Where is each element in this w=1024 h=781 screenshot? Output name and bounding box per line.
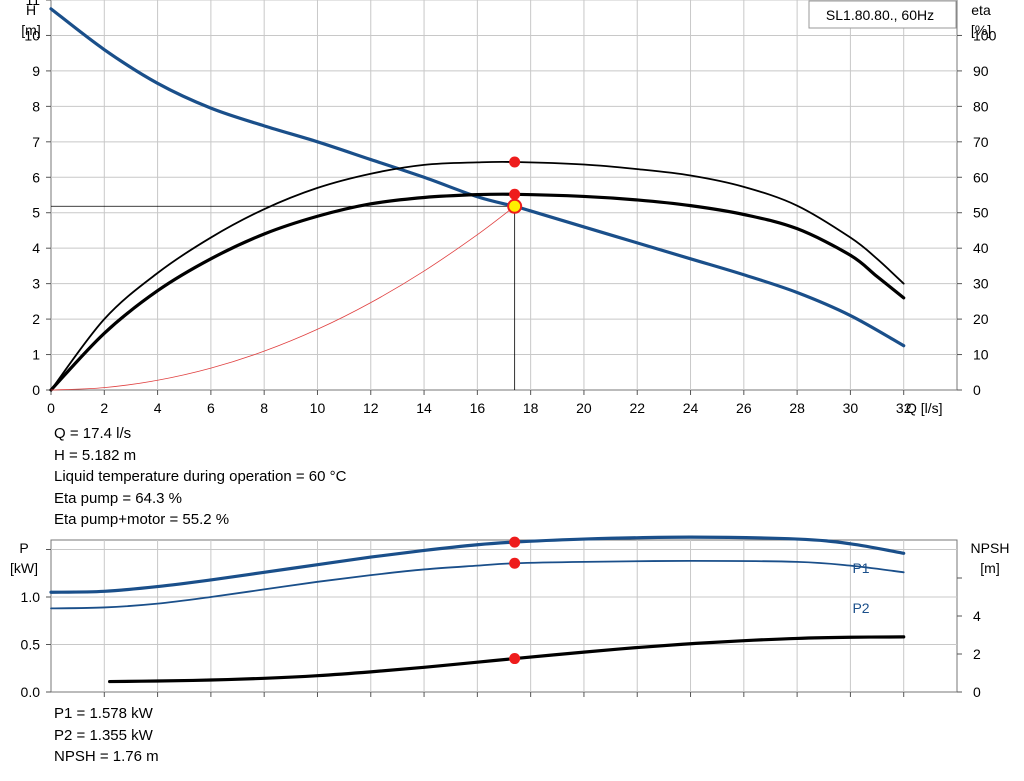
p1-series-label: P1 <box>852 560 869 576</box>
y-axis-unit-right: [%] <box>971 22 991 38</box>
p2-curve <box>50 559 905 610</box>
readout-p1: P1 = 1.578 kW <box>54 705 153 722</box>
y-tick-label-right: 10 <box>973 347 989 363</box>
y-tick-label-left: 4 <box>32 240 40 256</box>
readout-npsh: NPSH = 1.76 m <box>54 748 159 765</box>
y-tick-label-left: 8 <box>32 98 40 114</box>
y-tick-label-left: 0.5 <box>21 637 41 653</box>
readout-q: Q = 17.4 l/s <box>54 425 132 442</box>
y-tick-label-left: 1.0 <box>21 589 41 605</box>
p2-series-label: P2 <box>852 600 869 616</box>
npsh-curve <box>108 635 906 684</box>
y-tick-label-right: 30 <box>973 276 989 292</box>
y-tick-label-right: 0 <box>973 382 981 398</box>
x-tick-label: 0 <box>47 400 55 416</box>
y-tick-label-left: 2 <box>32 311 40 327</box>
operating-point-marker <box>507 198 523 214</box>
x-tick-label: 14 <box>416 400 432 416</box>
power-npsh-chart: 0.0 0.5 1.0 0 2 4 P [kW] NPSH [m] P1 P2 <box>10 535 1010 700</box>
y-axis-label-right: eta <box>971 2 991 18</box>
y-axis-label-right: NPSH <box>971 540 1010 556</box>
head-curve <box>49 7 906 348</box>
y-tick-label-right: 2 <box>973 646 981 662</box>
y-axis-label-left: H <box>26 2 36 18</box>
y-tick-label-right: 50 <box>973 205 989 221</box>
x-tick-label: 26 <box>736 400 752 416</box>
readout-h: H = 5.182 m <box>54 446 137 464</box>
x-tick-label: 32 <box>896 400 912 416</box>
operating-point-readout: Q = 17.4 l/s H = 5.182 m Liquid temperat… <box>54 423 346 531</box>
eta-pump-marker <box>509 156 521 168</box>
y-axis-unit-left: [kW] <box>10 560 38 576</box>
x-tick-label: 2 <box>100 400 108 416</box>
y-tick-label-right: 80 <box>973 98 989 114</box>
eta-pump-curve <box>50 160 905 391</box>
y-tick-label-right: 90 <box>973 63 989 79</box>
x-tick-label: 24 <box>683 400 699 416</box>
x-tick-label: 10 <box>310 400 326 416</box>
y-tick-label-right: 20 <box>973 311 989 327</box>
y-tick-label-right: 4 <box>973 608 981 624</box>
x-tick-label: 16 <box>470 400 486 416</box>
readout-liquid-temperature: Liquid temperature during operation = 60… <box>54 468 347 485</box>
x-tick-label: 6 <box>207 400 215 416</box>
y-tick-label-left: 0 <box>32 382 40 398</box>
y-tick-label-left: 11 <box>25 0 40 8</box>
y-tick-label-right: 0 <box>973 684 981 700</box>
x-tick-label: 22 <box>629 400 645 416</box>
y-tick-label-left: 0.0 <box>21 684 41 700</box>
x-tick-label: 12 <box>363 400 379 416</box>
y-tick-label-left: 6 <box>32 169 40 185</box>
title-box <box>808 0 957 29</box>
x-tick-label: 30 <box>843 400 859 416</box>
eta-total-marker <box>509 188 521 200</box>
x-tick-label: 18 <box>523 400 539 416</box>
power-readout: P1 = 1.578 kW P2 = 1.355 kW NPSH = 1.76 … <box>54 703 159 768</box>
readout-eta-pump: Eta pump = 64.3 % <box>54 489 182 507</box>
y-axis-label-left: P <box>19 540 28 556</box>
npsh-marker <box>509 653 521 665</box>
x-axis-label: Q [l/s] <box>906 400 943 416</box>
y-tick-label-left: 3 <box>32 276 40 292</box>
chart-title: SL1.80.80., 60Hz <box>826 7 934 23</box>
head-efficiency-chart: 0 2 4 6 8 10 12 14 16 18 20 22 24 26 28 30 3201234567891… <box>21 0 997 416</box>
x-tick-label: 4 <box>154 400 162 416</box>
y-tick-label-left: 9 <box>32 63 40 79</box>
y-tick-label-right: 60 <box>973 169 989 185</box>
y-axis-unit-left: [m] <box>21 22 40 38</box>
y-tick-label-right: 40 <box>973 240 989 256</box>
x-tick-label: 20 <box>576 400 592 416</box>
eta-pump-motor-curve <box>49 192 906 392</box>
p1-curve <box>49 535 906 594</box>
x-tick-label: 28 <box>789 400 805 416</box>
y-tick-label-left: 7 <box>32 134 40 150</box>
y-tick-label-left: 1 <box>32 347 40 363</box>
y-tick-label-right: 100 <box>973 27 997 43</box>
y-tick-label-right: 70 <box>973 134 989 150</box>
system-curve <box>50 205 516 391</box>
y-axis-unit-right: [m] <box>980 560 999 576</box>
readout-p2: P2 = 1.355 kW <box>54 726 153 744</box>
y-tick-label-left: 5 <box>32 205 40 221</box>
readout-eta-total: Eta pump+motor = 55.2 % <box>54 511 230 528</box>
y-tick-label-left: 10 <box>24 27 40 43</box>
x-tick-label: 8 <box>260 400 268 416</box>
p1-marker <box>509 536 521 548</box>
plot-area <box>50 539 958 693</box>
p2-marker <box>509 557 521 569</box>
